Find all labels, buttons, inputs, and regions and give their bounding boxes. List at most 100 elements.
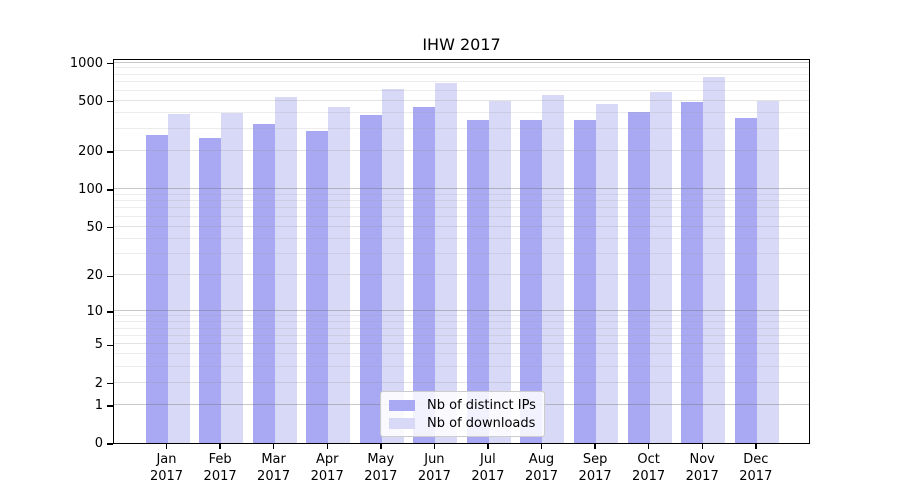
x-tick-label-jan: Jan 2017 [149, 452, 184, 484]
gridline-400 [114, 111, 809, 113]
bar-downloads-sep [596, 104, 619, 443]
gridline-300 [114, 127, 809, 129]
x-tick-mark [219, 444, 221, 449]
y-tick-mark [107, 62, 113, 65]
bar-distinct-ips-jul [466, 120, 489, 443]
x-tick-mark [755, 444, 757, 449]
y-tick-mark [107, 405, 113, 407]
x-tick-label-nov: Nov 2017 [685, 452, 719, 484]
y-tick-label-10: 10 [86, 304, 103, 319]
bar-distinct-ips-aug [520, 119, 543, 443]
y-tick-mark [107, 443, 113, 445]
gridline-7 [114, 327, 809, 329]
gridline-9 [114, 315, 809, 317]
x-tick-mark [380, 444, 382, 449]
x-tick-label-may: May 2017 [364, 452, 398, 484]
bar-distinct-ips-nov [681, 102, 704, 443]
y-tick-label-100: 100 [78, 181, 103, 197]
x-tick-mark [272, 444, 275, 449]
y-tick-label-0: 0 [94, 436, 103, 451]
gridline-6 [114, 334, 809, 336]
y-tick-mark [107, 275, 113, 278]
legend-swatch-distinct-ips [389, 400, 415, 411]
gridline-600 [114, 89, 809, 91]
bar-downloads-jan [167, 113, 190, 443]
bar-downloads-may [381, 88, 404, 443]
y-tick-mark [107, 311, 113, 313]
gridline-20 [114, 274, 809, 276]
legend-item-distinct-ips: Nb of distinct IPs [389, 398, 536, 413]
y-tick-label-500: 500 [78, 93, 103, 109]
gridline-800 [114, 73, 809, 75]
bar-downloads-mar [274, 96, 297, 443]
x-tick-mark [487, 444, 489, 449]
bar-distinct-ips-mar [252, 123, 275, 443]
y-tick-label-5: 5 [94, 337, 103, 353]
y-tick-mark [107, 344, 113, 347]
gridline-60 [114, 215, 809, 217]
x-tick-label-oct: Oct 2017 [632, 452, 666, 484]
y-tick-label-1: 1 [94, 397, 103, 413]
gridline-500 [114, 99, 809, 101]
gridline-80 [114, 200, 809, 201]
y-tick-label-1000: 1000 [69, 55, 103, 71]
bar-downloads-dec [756, 101, 779, 443]
x-tick-mark [433, 444, 436, 449]
bar-distinct-ips-dec [734, 117, 757, 443]
bar-distinct-ips-feb [199, 137, 222, 443]
x-tick-label-feb: Feb 2017 [203, 452, 237, 484]
gridline-700 [114, 81, 809, 83]
bar-downloads-nov [703, 76, 726, 443]
gridline-100 [114, 187, 809, 189]
bar-downloads-aug [542, 94, 565, 443]
y-tick-mark [107, 100, 113, 103]
gridline-900 [114, 67, 809, 69]
y-tick-label-50: 50 [86, 219, 103, 235]
legend-item-downloads: Nb of downloads [389, 416, 536, 431]
chart-title: IHW 2017 [422, 35, 501, 54]
bar-downloads-feb [221, 113, 244, 443]
x-tick-label-jul: Jul 2017 [471, 452, 505, 484]
y-tick-mark [107, 382, 113, 385]
bar-downloads-jun [435, 83, 458, 443]
legend-swatch-downloads [389, 418, 415, 429]
gridline-40 [114, 237, 809, 239]
x-tick-mark [647, 444, 650, 449]
y-tick-mark [107, 189, 113, 191]
bar-downloads-apr [328, 106, 351, 443]
y-tick-label-200: 200 [78, 144, 103, 159]
bar-distinct-ips-oct [627, 112, 650, 443]
bar-distinct-ips-may [359, 114, 382, 443]
bar-distinct-ips-jun [413, 106, 436, 443]
x-tick-mark [326, 444, 328, 449]
legend: Nb of distinct IPs Nb of downloads [380, 391, 545, 437]
gridline-5 [114, 343, 809, 345]
y-tick-mark [107, 226, 113, 229]
gridline-1000 [114, 61, 809, 63]
x-tick-label-dec: Dec 2017 [739, 452, 773, 484]
bar-downloads-jul [488, 100, 511, 443]
bar-distinct-ips-apr [306, 130, 329, 443]
x-tick-mark [594, 444, 596, 449]
legend-label-downloads: Nb of downloads [427, 416, 536, 431]
x-tick-mark [165, 444, 168, 449]
gridline-10 [114, 310, 809, 311]
gridline-4 [114, 353, 809, 355]
gridline-200 [114, 150, 809, 151]
y-tick-mark [107, 151, 113, 153]
y-tick-label-2: 2 [94, 375, 103, 391]
x-tick-label-apr: Apr 2017 [310, 452, 344, 484]
gridline-70 [114, 207, 809, 209]
gridline-30 [114, 252, 809, 254]
gridline-8 [114, 321, 809, 322]
x-tick-label-jun: Jun 2017 [417, 452, 451, 484]
bar-distinct-ips-jan [145, 134, 168, 443]
gridline-3 [114, 365, 809, 367]
legend-label-distinct-ips: Nb of distinct IPs [427, 398, 536, 413]
gridline-50 [114, 225, 809, 227]
x-tick-mark [701, 444, 703, 449]
y-tick-label-20: 20 [86, 268, 103, 284]
x-tick-label-mar: Mar 2017 [257, 452, 291, 484]
plot-area [113, 59, 810, 444]
